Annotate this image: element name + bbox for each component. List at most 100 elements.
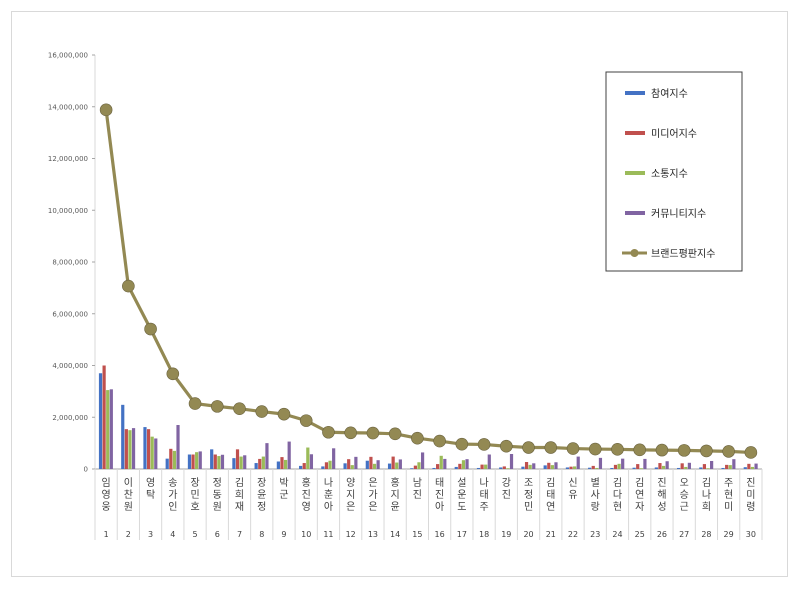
bar-커뮤니티지수: [198, 451, 202, 469]
bar-커뮤니티지수: [265, 443, 269, 469]
legend-label: 참여지수: [651, 88, 688, 100]
legend-label: 미디어지수: [651, 128, 697, 140]
marker-브랜드평판지수: [722, 445, 735, 458]
bar-커뮤니티지수: [420, 452, 425, 469]
bar-미디어지수: [369, 456, 373, 469]
legend-label: 브랜드평판지수: [651, 248, 715, 260]
marker-브랜드평판지수: [522, 441, 535, 454]
bar-참여지수: [187, 454, 192, 469]
marker-브랜드평판지수: [344, 426, 357, 440]
rank-label: 22: [568, 530, 578, 539]
rank-label: 3: [148, 530, 153, 539]
marker-브랜드평판지수: [366, 426, 380, 440]
bar-참여지수: [476, 467, 481, 469]
rank-label: 28: [701, 530, 711, 539]
bar-참여지수: [343, 463, 347, 469]
bar-커뮤니티지수: [309, 454, 314, 469]
bar-커뮤니티지수: [532, 463, 536, 469]
bar-참여지수: [254, 463, 258, 469]
bar-소통지수: [328, 460, 332, 469]
bar-참여지수: [588, 467, 592, 469]
bar-미디어지수: [102, 365, 106, 469]
bar-커뮤니티지수: [332, 448, 336, 469]
y-tick-label: 4,000,000: [52, 362, 88, 370]
bar-미디어지수: [213, 454, 217, 469]
bar-미디어지수: [480, 464, 484, 469]
y-tick-label: 8,000,000: [52, 259, 88, 267]
bar-커뮤니티지수: [732, 459, 736, 469]
bar-소통지수: [261, 456, 265, 469]
bar-미디어지수: [324, 462, 329, 469]
bar-미디어지수: [680, 463, 684, 469]
bar-미디어지수: [658, 463, 662, 469]
bar-커뮤니티지수: [220, 454, 225, 469]
bar-미디어지수: [591, 465, 595, 469]
bar-커뮤니티지수: [710, 460, 714, 469]
marker-브랜드평판지수: [655, 443, 669, 457]
marker-브랜드평판지수: [210, 400, 224, 413]
bar-참여지수: [121, 404, 125, 469]
bar-미디어지수: [524, 462, 529, 469]
bar-소통지수: [573, 466, 577, 469]
marker-브랜드평판지수: [455, 437, 469, 451]
bar-미디어지수: [436, 464, 440, 469]
bar-참여지수: [521, 466, 525, 469]
rank-label: 10: [301, 530, 311, 539]
bar-참여지수: [365, 460, 369, 469]
bar-미디어지수: [747, 463, 751, 469]
bar-커뮤니티지수: [576, 456, 580, 469]
marker-브랜드평판지수: [433, 434, 446, 448]
bar-커뮤니티지수: [665, 461, 669, 469]
legend-label: 소통지수: [651, 168, 688, 180]
marker-브랜드평판지수: [700, 444, 713, 458]
marker-브랜드평판지수: [477, 438, 491, 451]
bar-참여지수: [610, 467, 614, 469]
legend-swatch-marker: [630, 249, 639, 257]
bar-미디어지수: [258, 458, 262, 469]
y-tick-label: 14,000,000: [48, 103, 88, 111]
bar-미디어지수: [613, 464, 618, 469]
rank-label: 11: [323, 530, 333, 539]
marker-브랜드평판지수: [500, 439, 513, 453]
legend-swatch: [625, 211, 645, 215]
bar-커뮤니티지수: [487, 454, 491, 469]
marker-브랜드평판지수: [744, 446, 758, 459]
bar-커뮤니티지수: [376, 460, 380, 469]
rank-label: 16: [435, 530, 445, 539]
rank-label: 12: [346, 530, 356, 539]
bar-참여지수: [721, 467, 725, 469]
bar-커뮤니티지수: [509, 453, 514, 469]
bar-소통지수: [372, 463, 377, 469]
bar-미디어지수: [702, 464, 707, 469]
bar-소통지수: [306, 447, 310, 469]
bar-미디어지수: [391, 456, 395, 469]
marker-브랜드평판지수: [188, 397, 202, 410]
bar-커뮤니티지수: [621, 458, 625, 469]
bar-커뮤니티지수: [354, 456, 358, 469]
bar-커뮤니티지수: [554, 462, 558, 469]
bar-소통지수: [528, 464, 532, 469]
legend-label: 커뮤니티지수: [651, 208, 706, 220]
rank-label: 13: [368, 530, 378, 539]
bar-미디어지수: [458, 463, 462, 469]
rank-label: 26: [657, 530, 667, 539]
bar-참여지수: [743, 467, 747, 469]
bar-참여지수: [210, 449, 214, 469]
bar-참여지수: [232, 458, 236, 469]
bar-미디어지수: [502, 466, 506, 469]
rank-label: 30: [746, 530, 756, 539]
marker-브랜드평판지수: [255, 405, 269, 418]
bar-소통지수: [439, 455, 443, 469]
